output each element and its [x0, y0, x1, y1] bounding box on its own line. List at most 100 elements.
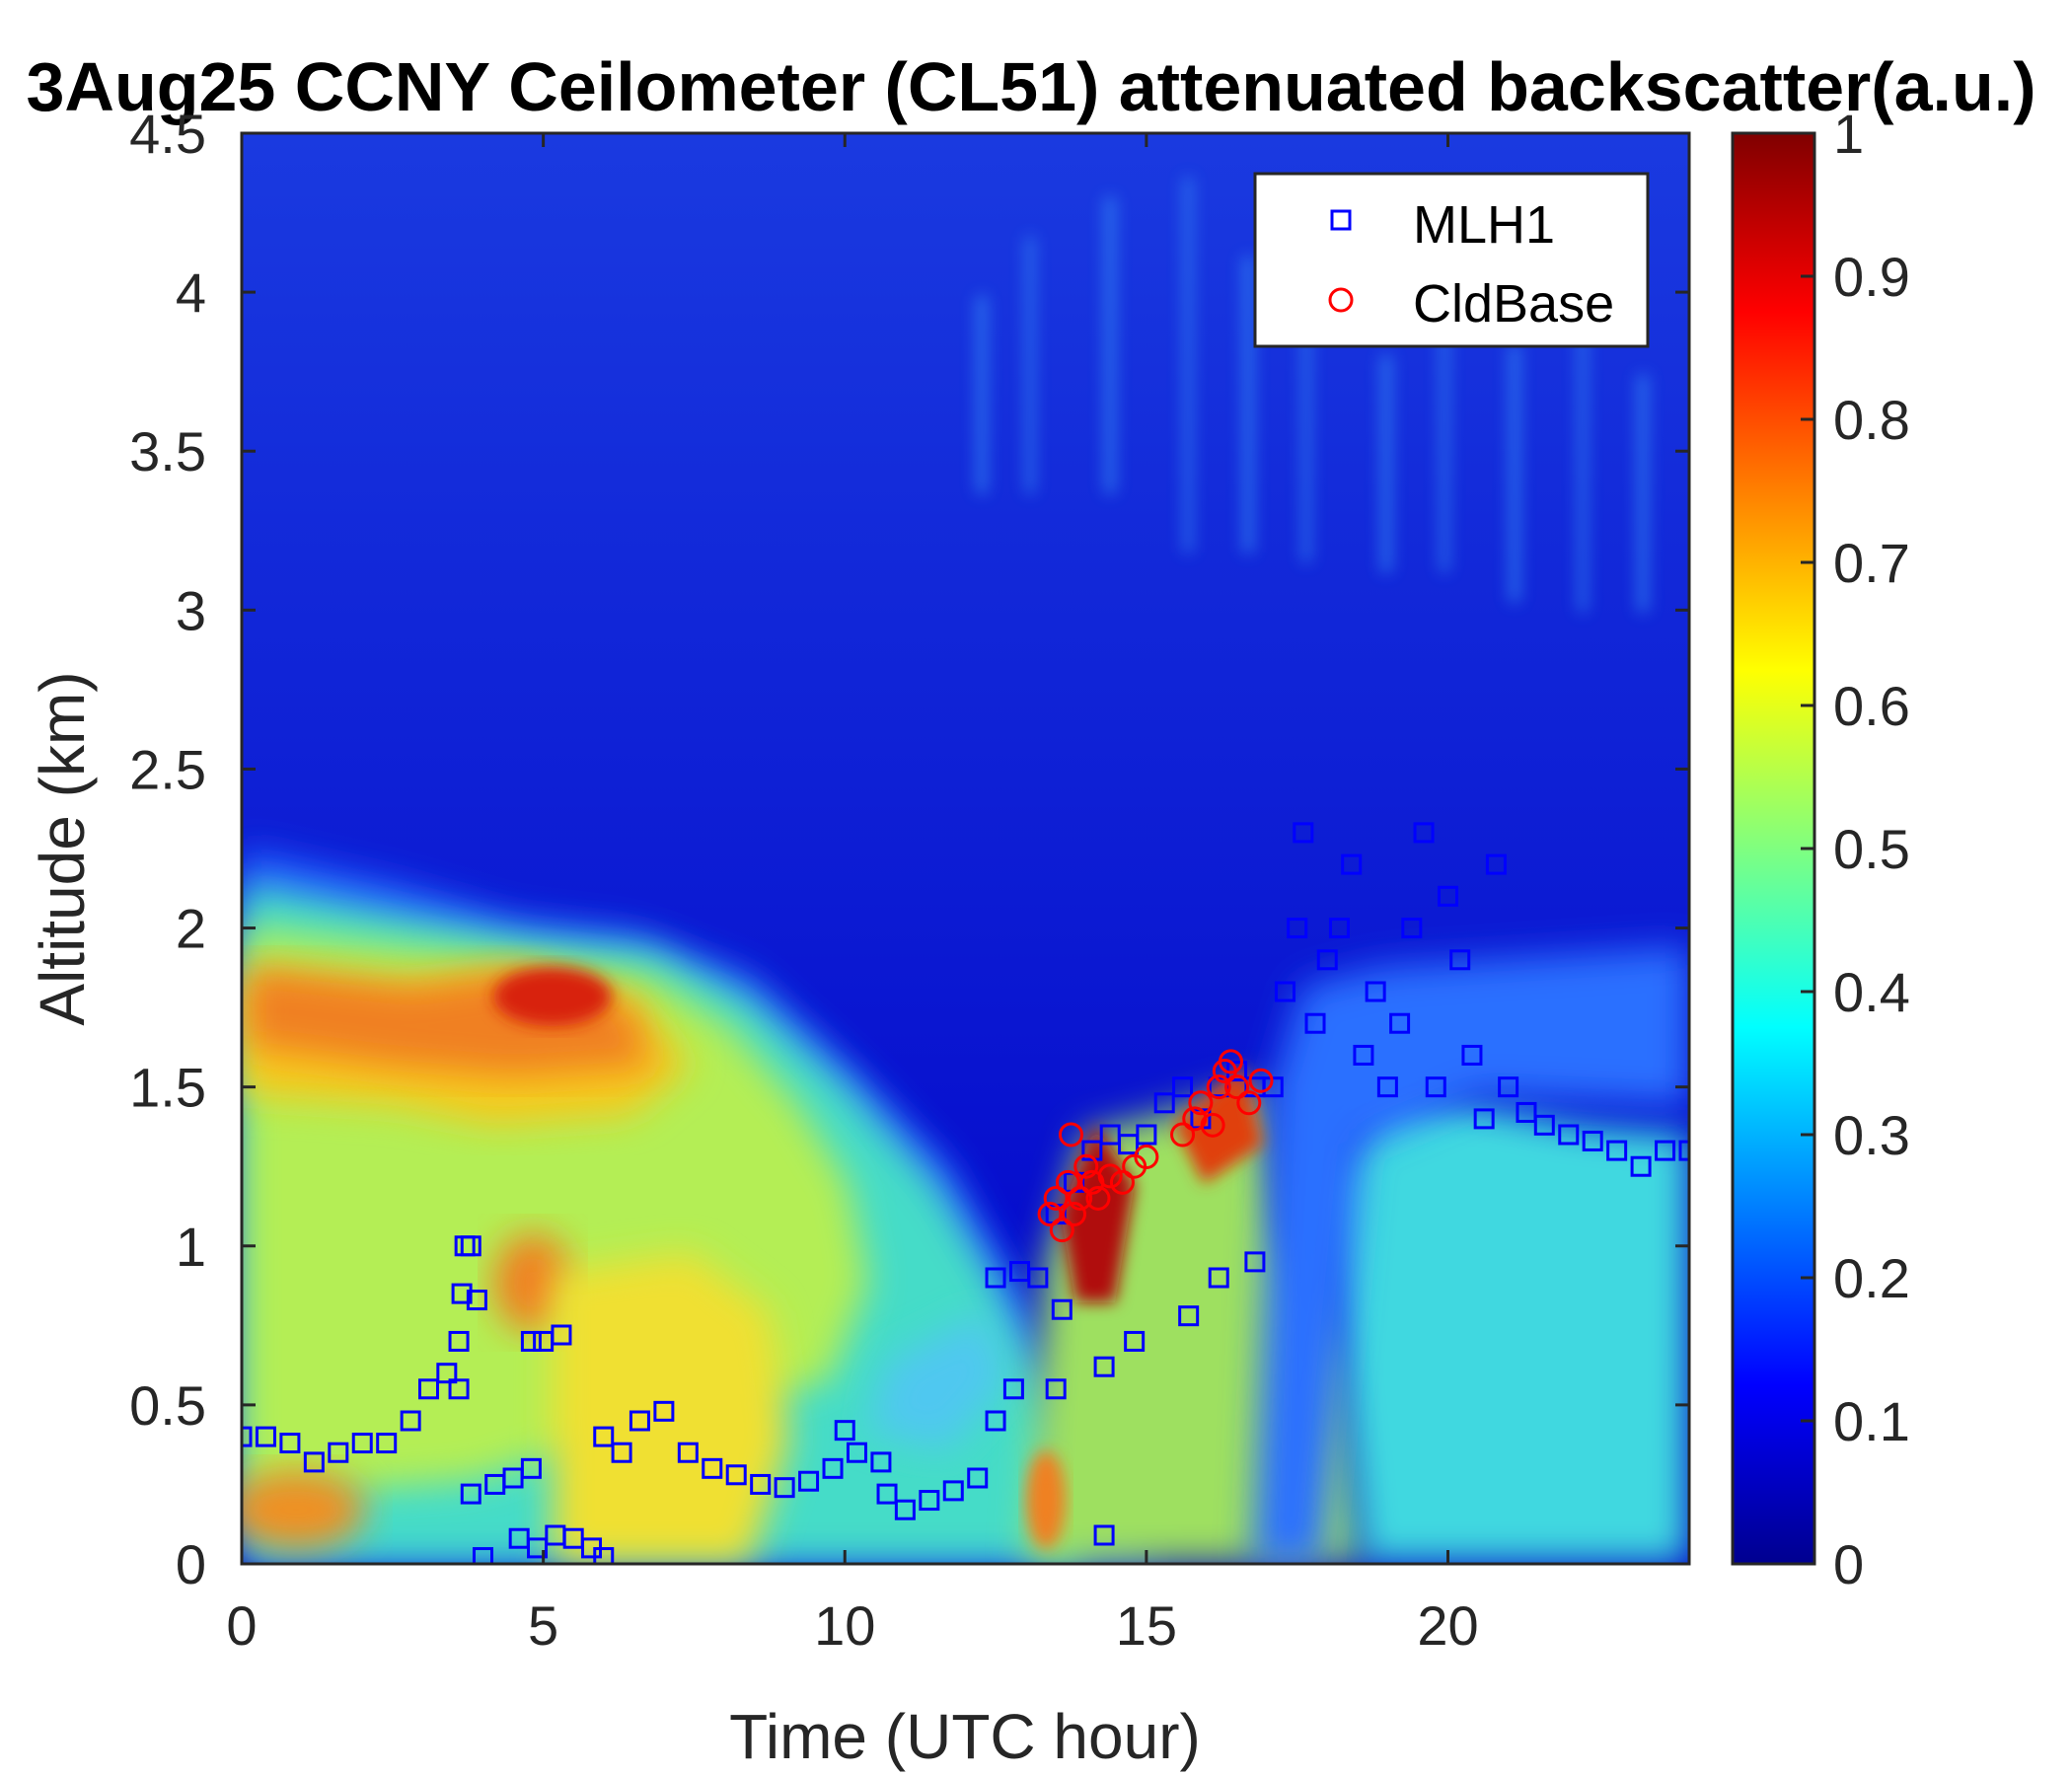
mlh1-point: [1655, 1140, 1676, 1161]
cldbase-point: [1068, 1185, 1093, 1211]
mlh1-point: [894, 1499, 916, 1520]
y-axis: 0 0.5 1 1.5 2 2.5 3 3.5 4 4.5: [129, 103, 1689, 1595]
cldbase-point: [1170, 1122, 1196, 1147]
mlh1-point: [834, 1420, 855, 1442]
x-tick-label: 5: [528, 1594, 558, 1657]
colorbar-tick-label: 0.3: [1833, 1104, 1910, 1166]
mlh1-point: [1516, 1101, 1537, 1123]
mlh1-point: [448, 1378, 470, 1400]
cldbase-point: [1236, 1090, 1262, 1116]
mlh1-point: [1630, 1155, 1652, 1177]
mlh1-point: [1678, 1140, 1689, 1161]
mlh1-point: [611, 1442, 632, 1463]
mlh1-point: [303, 1451, 325, 1473]
mlh1-point: [1274, 981, 1295, 1002]
mlh1-point: [448, 1330, 470, 1352]
mlh1-point: [1293, 822, 1314, 844]
mlh1-point: [967, 1467, 989, 1489]
mlh1-point: [1328, 918, 1350, 939]
mlh1-point: [520, 1457, 542, 1479]
mlh1-point: [376, 1433, 398, 1454]
mlh1-point: [798, 1470, 820, 1492]
mlh1-point: [1244, 1251, 1266, 1273]
mlh1-point: [351, 1433, 373, 1454]
mlh1-point: [629, 1410, 650, 1432]
x-tick-label: 0: [226, 1594, 257, 1657]
y-tick-label: 2.5: [129, 738, 206, 800]
mlh1-point: [593, 1547, 615, 1564]
mlh1-point: [451, 1283, 473, 1304]
colorbar-tick-label: 0.6: [1833, 675, 1910, 737]
legend: MLH1 CldBase: [1253, 172, 1650, 348]
colorbar-tick-label: 0.5: [1833, 818, 1910, 880]
mlh1-point: [1449, 949, 1471, 971]
mlh1-point: [460, 1483, 481, 1505]
colorbar: 0 0.1 0.2 0.3 0.4 0.5 0.6 0.7 0.8 0.9 1: [1731, 103, 1910, 1595]
mlh1-point: [1093, 1356, 1115, 1377]
series-layer: [242, 822, 1689, 1564]
chart-title: 3Aug25 CCNY Ceilometer (CL51) attenuated…: [26, 48, 2035, 125]
mlh1-point: [1341, 853, 1363, 875]
mlh1-point: [466, 1290, 487, 1311]
mlh1-point: [527, 1537, 549, 1559]
colorbar-tick-label: 0.1: [1833, 1390, 1910, 1452]
mlh1-point: [677, 1442, 699, 1463]
cldbase-point: [1134, 1145, 1159, 1170]
mlh1-point: [520, 1330, 542, 1352]
mlh1-point: [1376, 1076, 1398, 1098]
cldbase-point: [1248, 1068, 1274, 1093]
cldbase-point: [1037, 1202, 1063, 1227]
cldbase-point: [1043, 1185, 1069, 1211]
mlh1-point: [417, 1378, 439, 1400]
y-axis-label: Altitude (km): [27, 671, 98, 1025]
colorbar-tick-label: 0.9: [1833, 246, 1910, 308]
plot-frame: [240, 131, 1691, 1566]
legend-mlh1-square-icon: [1330, 209, 1352, 231]
mlh1-point: [1002, 1378, 1024, 1400]
cldbase-point: [1085, 1185, 1111, 1211]
colorbar-tick-label: 0.2: [1833, 1247, 1910, 1309]
y-tick-label: 3: [176, 579, 206, 641]
cldbase-point: [1097, 1163, 1123, 1189]
y-tick-label: 0: [176, 1533, 206, 1595]
mlh1-point: [1413, 822, 1435, 844]
mlh1-point: [1365, 981, 1386, 1002]
legend-mlh1-label: MLH1: [1413, 195, 1555, 255]
cldbase-point: [1062, 1202, 1087, 1227]
mlh1-point: [985, 1267, 1006, 1289]
mlh1-point: [702, 1457, 723, 1479]
mlh1-point: [876, 1483, 898, 1505]
mlh1-point: [328, 1442, 349, 1463]
mlh1-point: [1498, 1076, 1519, 1098]
mlh1-point: [1401, 918, 1423, 939]
mlh1-point: [1606, 1140, 1628, 1161]
mlh1-point: [919, 1490, 940, 1512]
x-axis-label: Time (UTC hour): [729, 1701, 1201, 1772]
cldbase-point: [1206, 1074, 1231, 1100]
colorbar-tick-label: 0.8: [1833, 389, 1910, 451]
mlh1-point: [750, 1473, 772, 1495]
y-tick-label: 4: [176, 261, 206, 324]
mlh1-point: [1172, 1076, 1194, 1098]
cldbase-point: [1200, 1112, 1225, 1138]
mlh1-point: [1353, 1044, 1374, 1066]
legend-cldbase-circle-icon: [1328, 287, 1354, 313]
mlh1-point: [1208, 1076, 1229, 1098]
mlh1-point: [255, 1426, 276, 1447]
mlh1-point: [774, 1477, 795, 1499]
colorbar-tick-label: 0: [1833, 1533, 1864, 1595]
x-tick-label: 10: [814, 1594, 875, 1657]
cldbase-point: [1109, 1169, 1135, 1195]
y-tick-label: 2: [176, 898, 206, 960]
mlh1-point: [1124, 1330, 1146, 1352]
mlh1-point: [1045, 1378, 1067, 1400]
mlh1-point: [400, 1410, 421, 1432]
mlh1-point: [436, 1363, 458, 1384]
mlh1-point: [1304, 1012, 1326, 1034]
mlh1-point: [473, 1547, 493, 1564]
mlh1-point: [1051, 1298, 1073, 1320]
x-axis: 0 5 10 15 20: [226, 133, 1479, 1657]
y-tick-label: 3.5: [129, 420, 206, 482]
mlh1-point: [1473, 1108, 1495, 1130]
